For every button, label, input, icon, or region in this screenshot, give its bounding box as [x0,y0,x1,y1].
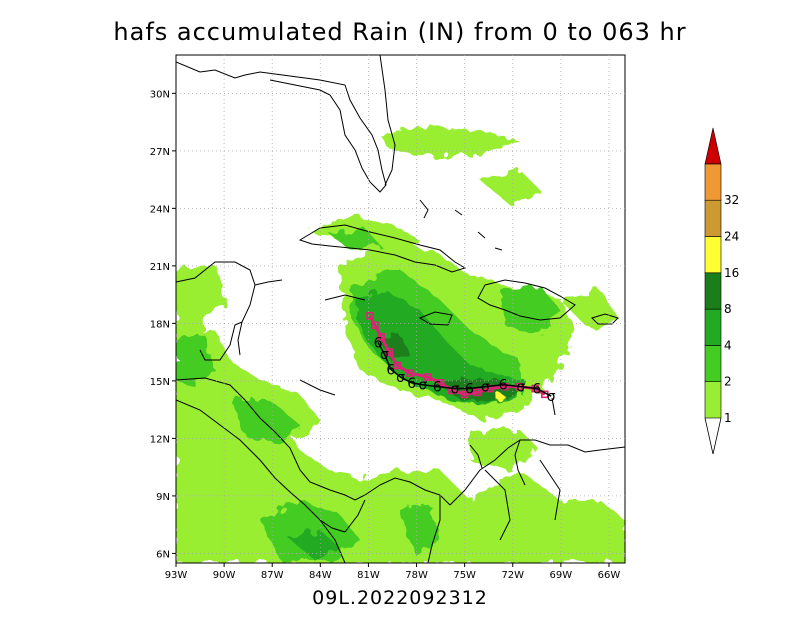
colorbar-segment [704,272,722,310]
forecast-track-marker [423,373,432,381]
hurricane-symbol-icon: 6 [532,382,541,398]
forecast-track-marker [436,379,445,387]
lon-tick-label: 93W [165,570,188,581]
colorbar-segment [704,199,722,237]
lon-tick-label: 72W [501,570,524,581]
forecast-track-line [368,315,546,396]
lon-tick-label: 87W [261,570,284,581]
colorbar-segment [704,381,722,419]
lat-tick-label: 27N [150,147,170,158]
hurricane-symbol-icon: 6 [386,362,395,378]
map-title: hafs accumulated Rain (IN) from 0 to 063… [113,18,687,46]
lat-tick-label: 18N [150,319,170,330]
hurricane-symbol-icon: 6 [433,380,442,396]
hurricane-symbol-icon: σ [547,389,556,405]
hurricane-symbol-icon: 6 [465,382,474,398]
lon-tick-label: 75W [453,570,476,581]
hurricane-symbol-icon: σ [419,378,428,394]
forecast-track-marker [460,390,469,399]
lon-tick-label: 78W [405,570,428,581]
best-track-line [377,342,552,397]
storm-id-label: 09L.2022092312 [312,587,488,609]
lat-tick-label: 6N [156,549,170,560]
lon-tick-label: 84W [309,570,332,581]
colorbar-label: 4 [724,338,732,352]
lat-tick-label: 21N [150,262,170,273]
lat-tick-label: 15N [150,377,170,388]
hurricane-symbol-icon: σ [516,380,525,396]
colorbar-label: 32 [724,193,739,207]
colorbar-top-triangle [704,127,722,165]
hurricane-symbol-icon: σ [481,380,490,396]
colorbar-bottom-triangle [704,417,722,455]
forecast-track-marker [366,311,374,320]
hurricane-symbol-icon: σ [396,370,405,386]
lat-tick-label: 9N [156,492,170,503]
hurricane-symbol-icon: 6 [499,378,508,394]
colorbar-segment [704,308,722,346]
colorbar-label: 16 [724,266,739,280]
hurricane-symbol-icon: 6 [407,376,416,392]
lon-tick-label: 66W [598,570,621,581]
hurricane-symbol-icon: σ [380,347,389,363]
forecast-track-marker [500,382,509,391]
lon-tick-label: 69W [550,570,573,581]
forecast-track-marker [406,369,414,378]
forecast-track-marker [393,361,402,370]
colorbar-segment [704,236,722,274]
forecast-track-marker [371,321,379,330]
colorbar-label: 8 [724,302,732,316]
lat-tick-label: 30N [150,89,170,100]
coastlines [176,55,625,563]
lon-tick-label: 90W [213,570,236,581]
hurricane-symbol-icon: σ [451,382,460,398]
map-frame [175,54,626,564]
forecast-track-marker [377,332,386,341]
lat-tick-label: 24N [150,204,170,215]
rainfall-shading [176,125,625,563]
forecast-track-marker [385,348,394,356]
colorbar-label: 2 [724,375,732,389]
colorbar-segment [704,163,722,201]
colorbar-label: 1 [724,411,732,425]
colorbar-label: 24 [724,230,739,244]
colorbar-segment [704,345,722,382]
hurricane-symbol-icon: 6 [374,336,383,352]
lat-tick-label: 12N [150,434,170,445]
lon-tick-label: 81W [357,570,380,581]
forecast-track-marker [473,388,482,397]
